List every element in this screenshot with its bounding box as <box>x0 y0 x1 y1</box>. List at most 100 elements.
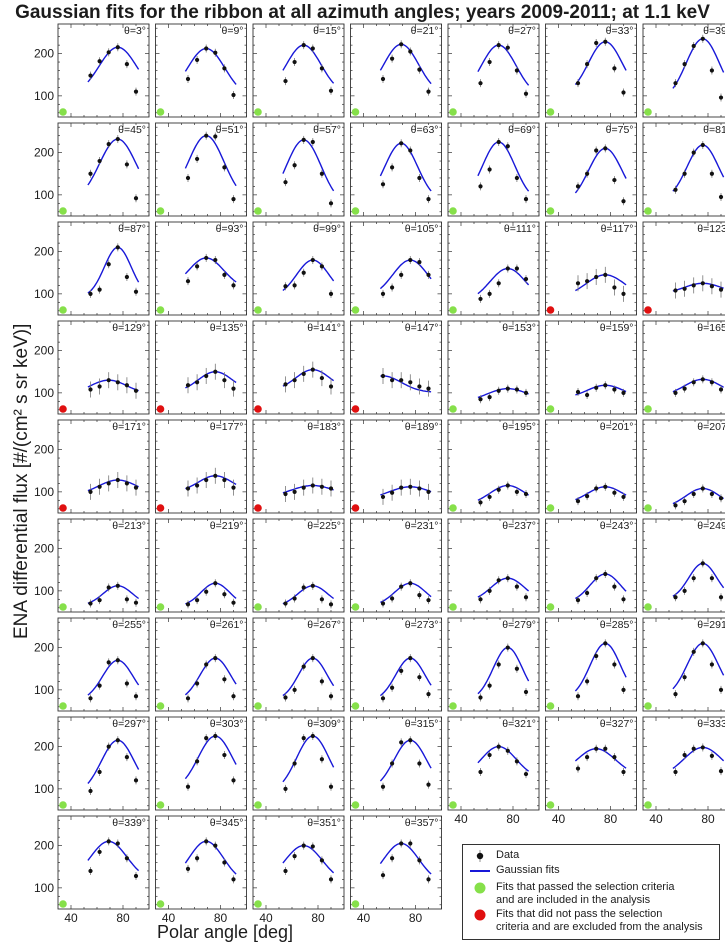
gaussian-fit-line <box>379 739 432 782</box>
gaussian-fit-line <box>87 246 140 294</box>
data-point <box>700 486 705 491</box>
data-point <box>88 291 93 296</box>
data-point <box>115 583 120 588</box>
data-point <box>185 784 191 789</box>
data-point <box>222 165 227 170</box>
data-point <box>195 156 200 162</box>
x-tick-label: 40 <box>454 812 468 826</box>
panel-frame <box>350 221 442 316</box>
gaussian-fit-line <box>282 844 335 874</box>
panel-status-dot <box>644 603 652 611</box>
panel-37: θ=225° <box>252 518 345 613</box>
data-point <box>487 394 492 400</box>
data-point <box>292 489 297 494</box>
data-point <box>222 752 227 758</box>
legend-pass-line1: Fits that passed the selection criteria <box>496 881 675 893</box>
panel-1: θ=9° <box>155 23 247 118</box>
gaussian-fit-line <box>379 657 432 697</box>
data-point <box>185 383 191 388</box>
data-point <box>691 649 696 654</box>
panel-29: θ=177° <box>155 419 247 514</box>
data-point <box>115 136 120 142</box>
panel-45: θ=273° <box>350 617 442 712</box>
panel-theta-label: θ=165° <box>697 322 725 334</box>
panel-3: θ=21° <box>350 23 442 118</box>
data-point <box>380 182 386 187</box>
gaussian-fit-line <box>574 147 627 194</box>
panel-31: θ=189° <box>350 419 442 514</box>
data-point <box>621 769 626 775</box>
panel-theta-label: θ=327° <box>600 718 634 730</box>
panel-27: θ=165° <box>642 320 725 415</box>
panel-51: θ=309° <box>252 716 345 811</box>
panel-status-dot <box>254 603 262 611</box>
panel-54: θ=327° <box>545 716 637 811</box>
panel-theta-label: θ=345° <box>210 817 244 829</box>
data-point <box>185 76 191 82</box>
data-point <box>222 272 227 277</box>
data-point <box>231 694 236 699</box>
data-point <box>408 581 413 586</box>
data-point <box>195 57 200 63</box>
data-point <box>426 489 431 494</box>
panel-32: θ=195° <box>447 419 540 514</box>
data-point <box>115 841 120 846</box>
data-point <box>301 585 306 590</box>
data-point <box>133 873 139 879</box>
data-point <box>301 843 306 848</box>
panel-theta-label: θ=129° <box>112 322 146 334</box>
gaussian-fit-line <box>477 745 530 772</box>
data-point <box>487 683 492 688</box>
data-point <box>292 761 297 766</box>
data-point <box>283 868 288 874</box>
data-point <box>380 696 386 701</box>
legend: Data Gaussian fits Fits that passed the … <box>462 844 720 940</box>
data-point <box>97 158 102 164</box>
data-point <box>682 62 687 67</box>
panel-status-dot <box>254 801 262 809</box>
data-point <box>195 681 200 686</box>
data-point <box>185 696 191 701</box>
data-point <box>514 387 520 392</box>
panel-status-dot <box>644 207 652 215</box>
panel-23: θ=141° <box>252 320 345 415</box>
gaussian-fit-line <box>87 659 140 696</box>
data-point <box>213 134 218 139</box>
data-point <box>185 602 191 607</box>
data-point <box>514 666 520 671</box>
y-tick-label: 200 <box>34 146 54 160</box>
data-point <box>124 681 129 686</box>
panel-frame <box>447 122 540 217</box>
data-point <box>426 782 431 787</box>
panel-status-dot <box>449 207 457 215</box>
panel-status-dot <box>449 405 457 413</box>
data-point <box>603 39 608 44</box>
panel-4: θ=27° <box>447 23 540 118</box>
data-point <box>505 576 510 581</box>
data-point <box>222 860 227 865</box>
data-point <box>319 597 324 602</box>
data-point <box>700 36 705 41</box>
gaussian-fit-line <box>379 43 432 85</box>
data-point <box>390 596 395 601</box>
data-point <box>124 383 129 388</box>
data-point <box>718 687 724 692</box>
panel-theta-label: θ=57° <box>313 124 341 136</box>
data-point <box>505 748 510 753</box>
panel-59: θ=357° <box>350 815 442 910</box>
panel-25: θ=153° <box>447 320 540 415</box>
data-point <box>328 201 334 206</box>
data-point <box>603 272 608 277</box>
data-point <box>523 771 529 777</box>
panel-theta-label: θ=27° <box>508 25 536 37</box>
y-tick-label: 200 <box>34 344 54 358</box>
panel-22: θ=135° <box>155 320 247 415</box>
data-point <box>603 383 608 388</box>
panel-theta-label: θ=249° <box>697 520 725 532</box>
panel-frame <box>447 518 540 613</box>
data-point <box>426 598 431 603</box>
panel-status-dot <box>351 504 360 512</box>
panel-38: θ=231° <box>350 518 442 613</box>
data-point <box>133 694 139 699</box>
data-point <box>585 493 590 499</box>
